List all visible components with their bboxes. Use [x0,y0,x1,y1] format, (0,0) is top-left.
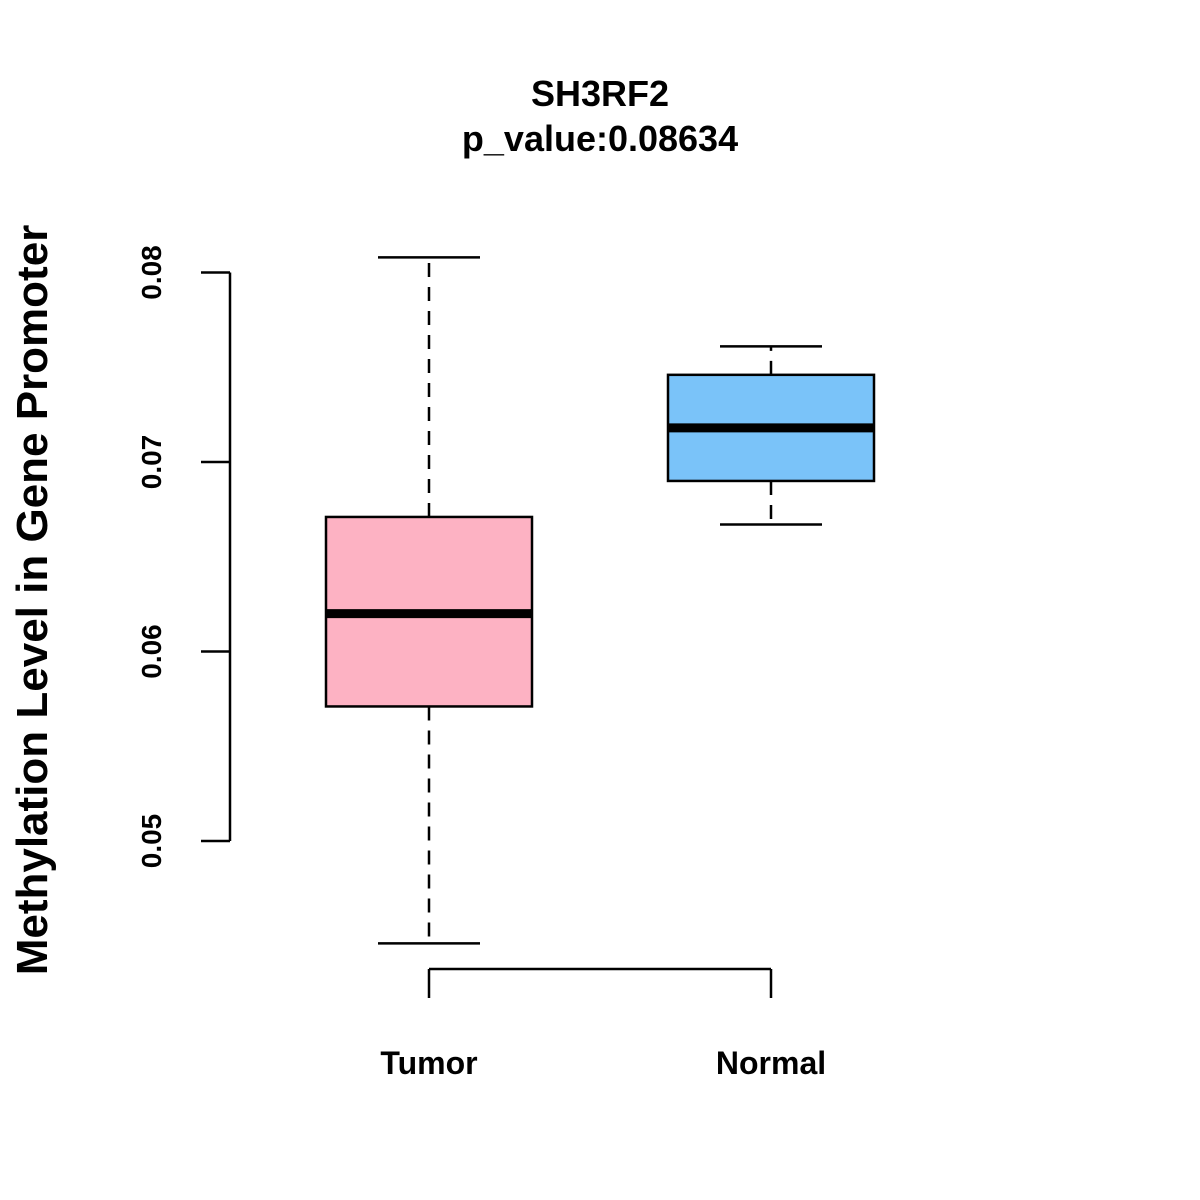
boxes [324,256,876,945]
y-tick-label: 0.07 [136,435,167,490]
y-tick-label: 0.08 [136,245,167,300]
y-tick-label: 0.06 [136,624,167,679]
y-axis: 0.05 0.06 0.07 0.08 [136,245,232,869]
y-tick-label: 0.05 [136,814,167,869]
chart-subtitle: p_value:0.08634 [462,118,738,159]
box-group-tumor [324,256,534,945]
chart-title: SH3RF2 [531,73,669,114]
x-tick-label: Normal [716,1045,826,1081]
box-group-normal [666,345,876,526]
x-tick-label: Tumor [380,1045,477,1081]
x-axis: Tumor Normal [380,967,826,1081]
y-axis-label: Methylation Level in Gene Promoter [8,225,57,976]
